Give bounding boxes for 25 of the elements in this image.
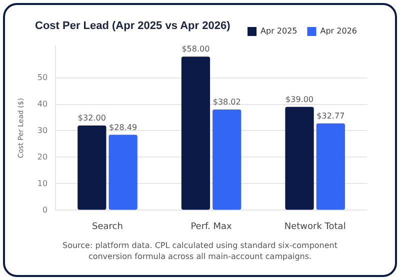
bar: [181, 56, 210, 210]
y-tick-label: 40: [37, 99, 48, 108]
source-note: Source: platform data. CPL calculated using standard six-component conversion formula across all main-account campaigns.: [61, 240, 338, 262]
y-tick-label: 50: [37, 72, 48, 82]
legend-label: Apr 2025: [260, 26, 298, 36]
bar: [108, 134, 138, 210]
x-tick-label: Network Total: [284, 222, 346, 232]
bar: [316, 123, 345, 210]
y-tick-label: 20: [37, 152, 48, 162]
data-label: $32.00: [78, 114, 106, 123]
chart-title: Cost Per Lead (Apr 2025 vs Apr 2026): [35, 20, 230, 32]
x-tick-label: Search: [92, 222, 123, 232]
bar: [212, 110, 242, 210]
x-tick-label: Perf. Max: [190, 222, 233, 232]
data-label: $28.49: [109, 122, 138, 132]
y-tick-label: 30: [37, 126, 48, 135]
y-tick-label: 10: [37, 178, 48, 188]
data-label: $39.00: [286, 94, 314, 104]
data-label: $38.02: [212, 98, 241, 107]
bar: [78, 125, 106, 210]
data-label: $32.77: [316, 111, 345, 120]
bar: [285, 106, 314, 210]
legend-label: Apr 2026: [320, 26, 358, 36]
y-tick-label: 0: [42, 205, 48, 214]
data-label: $58.00: [182, 44, 210, 54]
